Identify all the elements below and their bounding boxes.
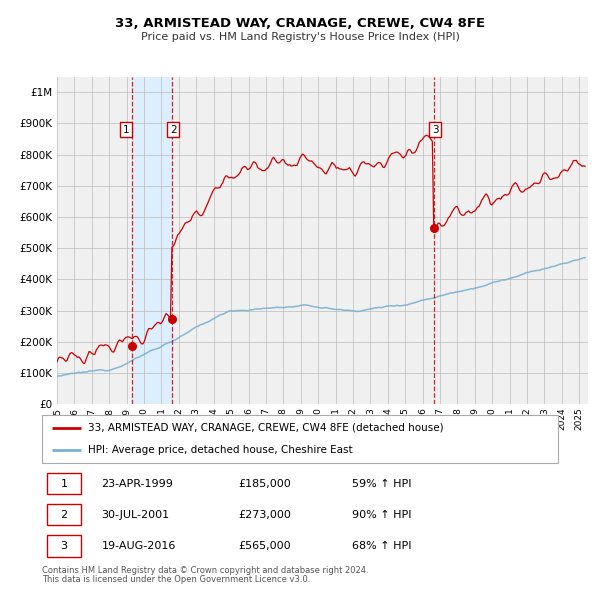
Text: 1: 1 xyxy=(61,478,67,489)
Text: 33, ARMISTEAD WAY, CRANAGE, CREWE, CW4 8FE: 33, ARMISTEAD WAY, CRANAGE, CREWE, CW4 8… xyxy=(115,17,485,30)
Text: Price paid vs. HM Land Registry's House Price Index (HPI): Price paid vs. HM Land Registry's House … xyxy=(140,32,460,41)
Text: 2: 2 xyxy=(170,124,176,135)
Text: 2: 2 xyxy=(61,510,67,520)
Text: 59% ↑ HPI: 59% ↑ HPI xyxy=(352,478,411,489)
Text: 23-APR-1999: 23-APR-1999 xyxy=(101,478,173,489)
FancyBboxPatch shape xyxy=(47,473,80,494)
FancyBboxPatch shape xyxy=(47,504,80,526)
Text: 19-AUG-2016: 19-AUG-2016 xyxy=(101,541,176,551)
Text: Contains HM Land Registry data © Crown copyright and database right 2024.: Contains HM Land Registry data © Crown c… xyxy=(42,566,368,575)
Text: £565,000: £565,000 xyxy=(238,541,291,551)
Text: 3: 3 xyxy=(432,124,439,135)
Text: 3: 3 xyxy=(61,541,67,551)
Text: £273,000: £273,000 xyxy=(238,510,291,520)
Text: HPI: Average price, detached house, Cheshire East: HPI: Average price, detached house, Ches… xyxy=(88,445,353,455)
Text: 33, ARMISTEAD WAY, CRANAGE, CREWE, CW4 8FE (detached house): 33, ARMISTEAD WAY, CRANAGE, CREWE, CW4 8… xyxy=(88,423,444,433)
Bar xyxy=(132,77,172,404)
Text: 1: 1 xyxy=(122,124,129,135)
Text: 30-JUL-2001: 30-JUL-2001 xyxy=(101,510,169,520)
FancyBboxPatch shape xyxy=(47,535,80,556)
Text: 90% ↑ HPI: 90% ↑ HPI xyxy=(352,510,411,520)
Text: 68% ↑ HPI: 68% ↑ HPI xyxy=(352,541,411,551)
Text: £185,000: £185,000 xyxy=(238,478,291,489)
Text: This data is licensed under the Open Government Licence v3.0.: This data is licensed under the Open Gov… xyxy=(42,575,310,584)
